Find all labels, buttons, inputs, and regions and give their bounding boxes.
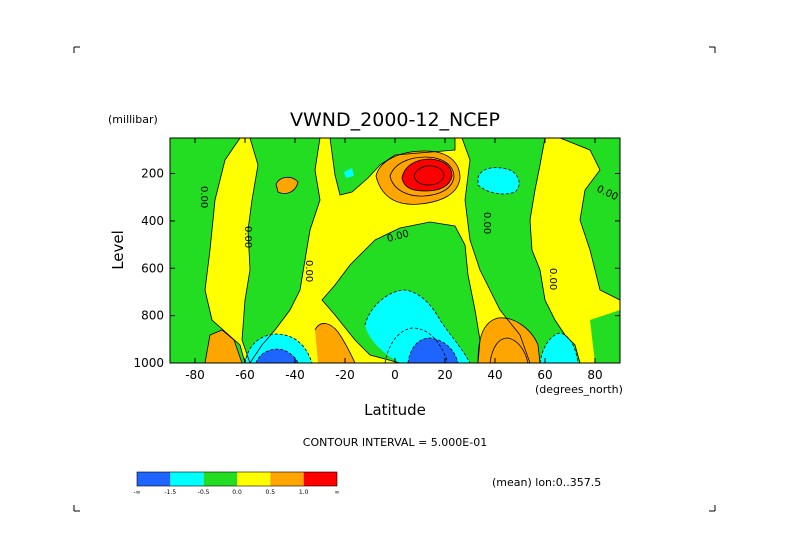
color-legend: -∞ -1.5 -0.5 0.0 0.5 1.0 ∞ (133, 471, 340, 496)
region-orange-sfc-3 (315, 323, 355, 363)
y-tick-label: 200 (141, 167, 164, 181)
legend-level-label: -∞ (133, 489, 140, 496)
region-orange-sh (276, 177, 298, 194)
legend-swatch (170, 472, 204, 486)
contour-fill (170, 138, 620, 363)
region-green-2 (242, 138, 320, 363)
x-tick-label: -80 (185, 368, 205, 382)
region-blue-tropics (408, 338, 458, 363)
x-axis: -80 -60 -40 -20 0 20 40 60 80 (185, 138, 603, 382)
contour-lines (204, 138, 620, 363)
mean-longitude-text: (mean) lon:0..357.5 (492, 476, 601, 489)
y-axis-title: Level (109, 230, 127, 270)
legend-swatch (137, 472, 171, 486)
y-tick-label: 400 (141, 214, 164, 228)
legend-level-label: -1.5 (164, 489, 176, 496)
y-tick-label: 800 (141, 309, 164, 323)
contour-lines-negative (244, 167, 579, 363)
legend-swatch (237, 472, 271, 486)
contour-label: 0.00 (547, 268, 558, 290)
x-axis-unit: (degrees_north) (535, 383, 623, 396)
contour-label: 0.00 (198, 186, 209, 208)
region-orange-sfc-1 (478, 317, 540, 363)
legend-level-label: 0.0 (232, 489, 242, 496)
region-green-7 (590, 310, 620, 363)
legend-swatch (203, 472, 237, 486)
region-red-max (402, 159, 452, 191)
contour-label: 0.00 (303, 260, 314, 282)
x-axis-title: Latitude (364, 401, 426, 419)
plot-area: 0.00 0.00 0.00 0.00 0.00 0.00 0.00 (169, 137, 621, 364)
y-unit-label: (millibar) (108, 113, 158, 126)
contour-label: 0.00 (481, 212, 492, 234)
legend-level-label: ∞ (335, 489, 340, 496)
x-tick-label: -40 (285, 368, 305, 382)
y-tick-label: 1000 (133, 356, 164, 370)
region-cyan-nh-sfc (540, 333, 578, 363)
x-tick-label: -20 (335, 368, 355, 382)
region-cyan-nh-upper (478, 167, 520, 194)
x-tick-label: 20 (437, 368, 452, 382)
legend-swatch (303, 472, 337, 486)
legend-border (136, 471, 338, 487)
legend-swatch (270, 472, 304, 486)
x-tick-label: 60 (537, 368, 552, 382)
corner-marks (73, 46, 716, 512)
contour-label: 0.00 (242, 226, 253, 248)
chart-title: VWND_2000-12_NCEP (290, 109, 500, 131)
region-green-1 (170, 138, 245, 363)
legend-level-label: -0.5 (198, 489, 210, 496)
legend-level-label: 0.5 (266, 489, 276, 496)
region-green-6 (560, 138, 620, 300)
y-axis: 200 400 600 800 1000 (133, 167, 620, 370)
x-tick-label: 0 (391, 368, 399, 382)
region-orange-sfc-2 (205, 330, 242, 363)
legend-level-label: 1.0 (299, 489, 309, 496)
x-tick-label: 80 (587, 368, 602, 382)
x-tick-label: 40 (487, 368, 502, 382)
region-blue-sh-sfc (256, 349, 298, 363)
contour-interval-text: CONTOUR INTERVAL = 5.000E-01 (303, 436, 487, 449)
y-tick-label: 600 (141, 261, 164, 275)
x-tick-label: -60 (235, 368, 255, 382)
region-cyan-small-1 (344, 168, 354, 178)
region-green-5 (462, 138, 580, 363)
